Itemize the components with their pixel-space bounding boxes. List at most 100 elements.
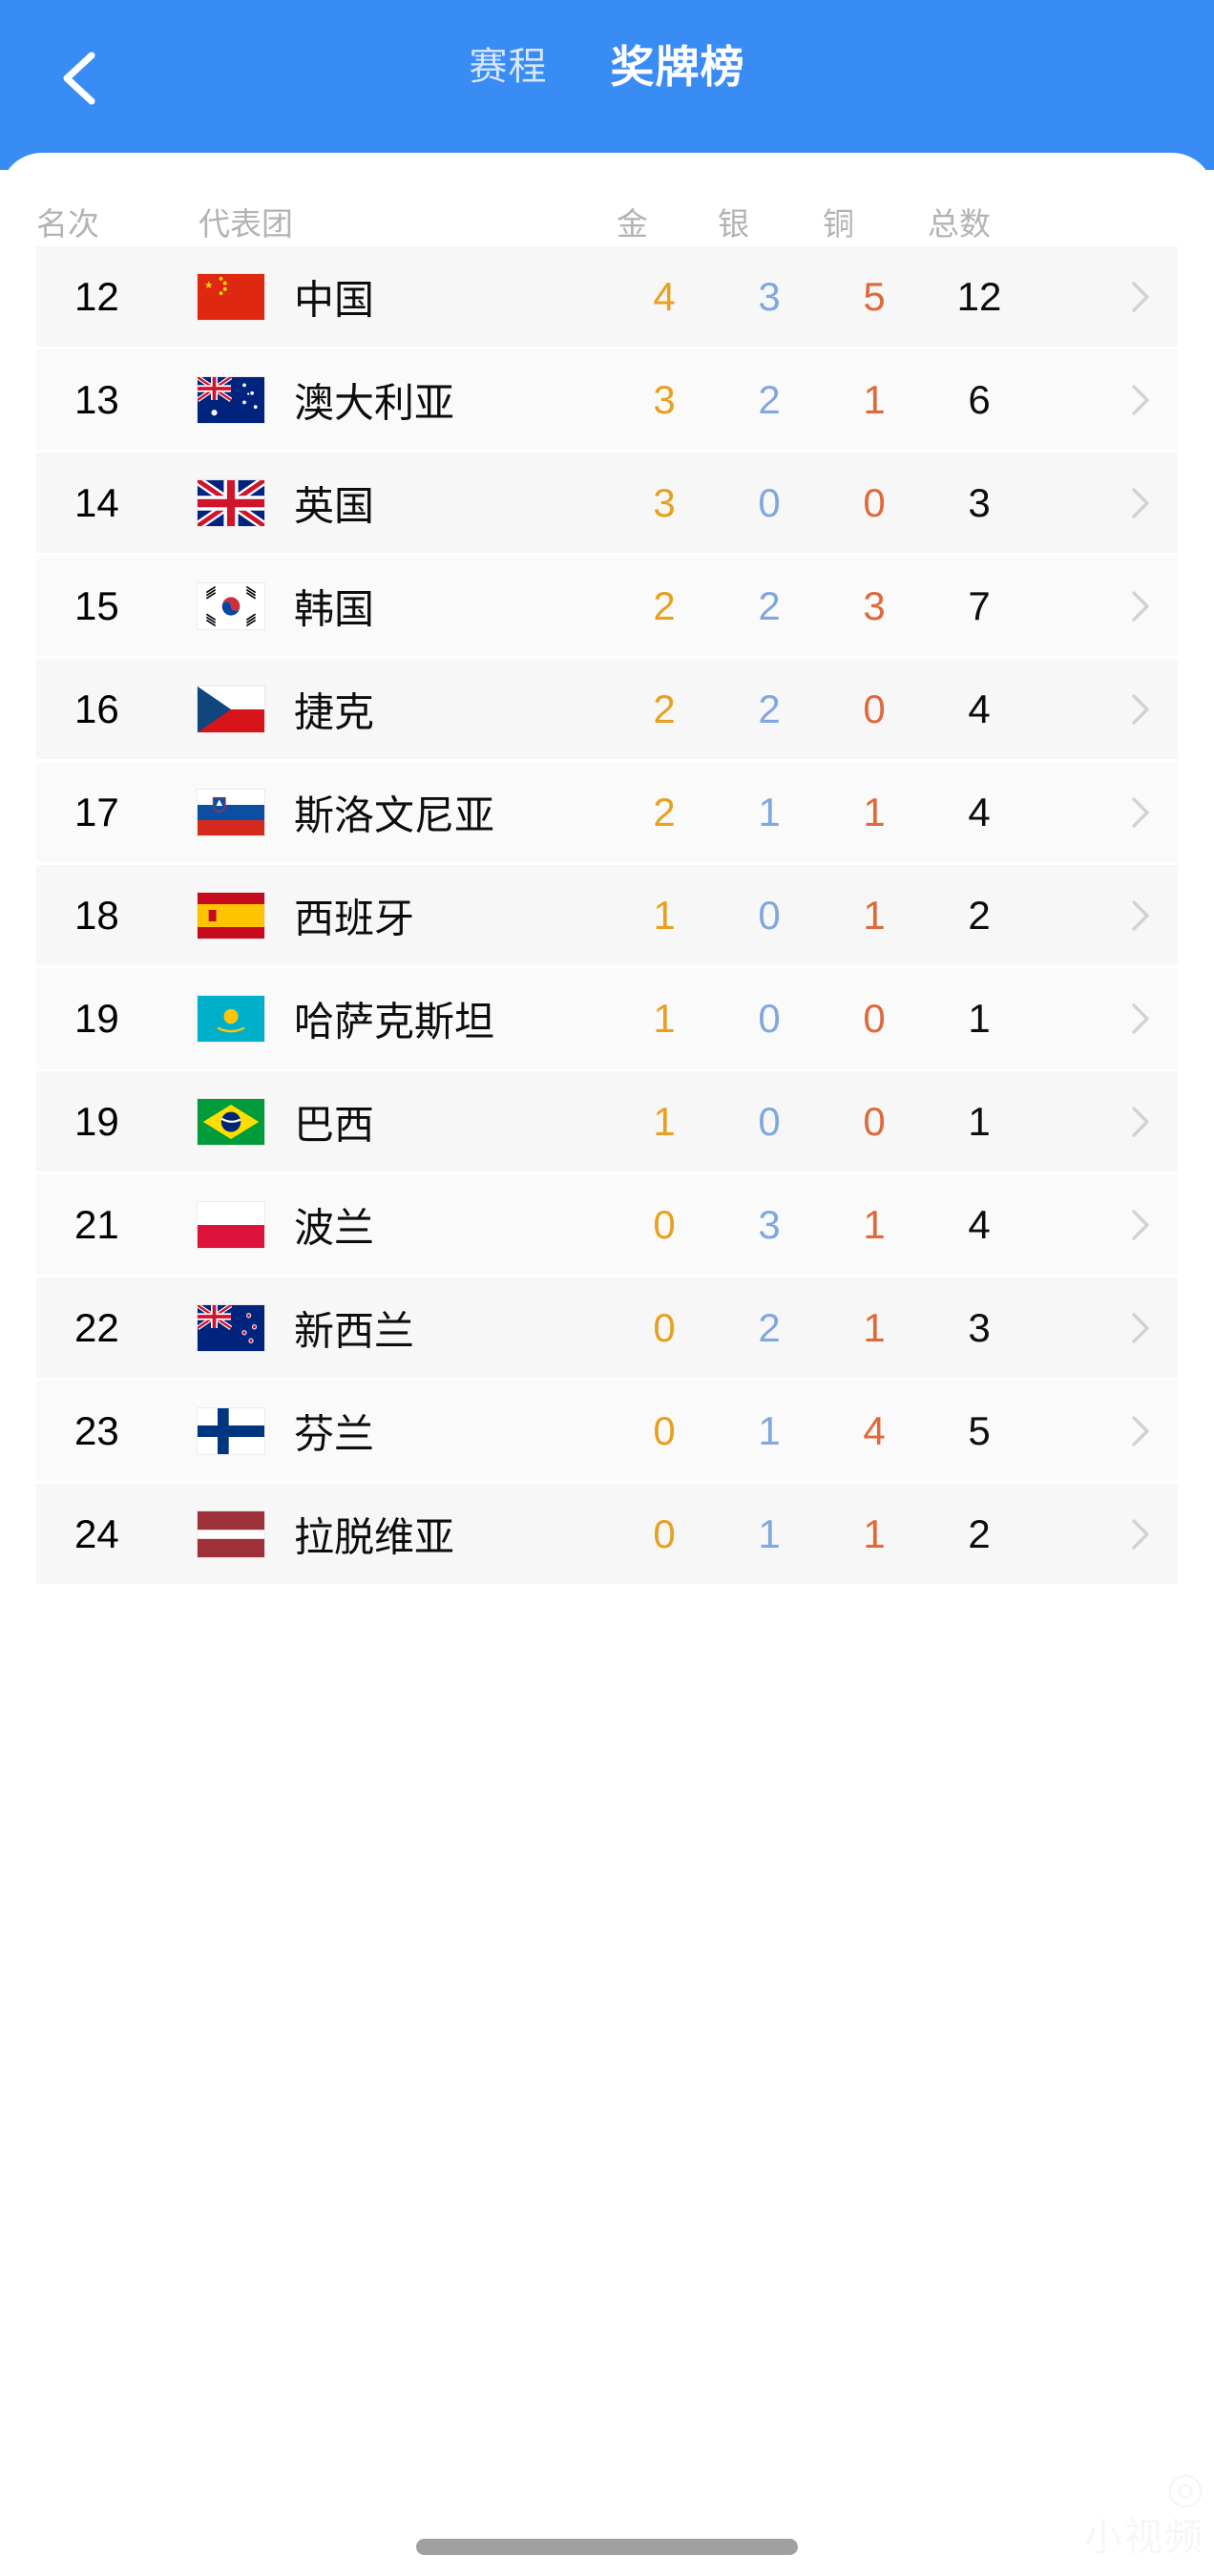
row-bronze-count: 5 bbox=[863, 273, 886, 319]
row-gold-count: 0 bbox=[653, 1407, 676, 1453]
row-rank: 18 bbox=[74, 892, 119, 938]
row-gold-count: 0 bbox=[653, 1510, 676, 1556]
chevron-right-icon[interactable] bbox=[1124, 1101, 1157, 1143]
row-team-name: 芬兰 bbox=[294, 1411, 375, 1456]
row-total-count: 4 bbox=[968, 686, 991, 731]
chevron-right-icon[interactable] bbox=[1124, 1307, 1157, 1349]
row-silver-count: 3 bbox=[758, 273, 781, 319]
chevron-right-icon[interactable] bbox=[1124, 482, 1157, 524]
row-total-count: 1 bbox=[968, 1098, 991, 1144]
flag-newzealand-icon bbox=[197, 1303, 265, 1352]
flag-uk-icon bbox=[197, 478, 265, 527]
table-row[interactable]: 21 波兰 0 3 1 4 bbox=[36, 1174, 1178, 1275]
column-header-total: 总数 bbox=[928, 206, 991, 242]
table-column-header: 名次 代表团 金 银 铜 总数 bbox=[0, 153, 1214, 246]
row-rank: 17 bbox=[74, 789, 119, 834]
back-button[interactable] bbox=[42, 40, 118, 116]
header-tabs: 赛程 奖牌榜 bbox=[0, 0, 1214, 134]
row-rank: 19 bbox=[74, 995, 119, 1041]
table-row[interactable]: 12 中国 4 3 5 12 bbox=[36, 246, 1178, 347]
row-total-count: 12 bbox=[956, 273, 1002, 319]
row-team-name: 澳大利亚 bbox=[294, 380, 455, 425]
chevron-right-icon[interactable] bbox=[1124, 998, 1157, 1040]
row-gold-count: 1 bbox=[653, 1098, 676, 1144]
row-team-name: 巴西 bbox=[294, 1102, 375, 1147]
column-header-team: 代表团 bbox=[199, 206, 293, 242]
table-row[interactable]: 23 芬兰 0 1 4 5 bbox=[36, 1381, 1178, 1481]
table-row[interactable]: 19 巴西 1 0 0 1 bbox=[36, 1071, 1178, 1172]
row-bronze-count: 0 bbox=[863, 479, 886, 525]
row-total-count: 4 bbox=[968, 1201, 991, 1247]
row-total-count: 2 bbox=[968, 892, 991, 938]
row-team-name: 拉脱维亚 bbox=[294, 1514, 455, 1559]
chevron-right-icon[interactable] bbox=[1124, 379, 1157, 421]
flag-kazakhstan-icon bbox=[197, 994, 265, 1043]
flag-finland-icon bbox=[197, 1406, 265, 1455]
table-row[interactable]: 24 拉脱维亚 0 1 1 2 bbox=[36, 1484, 1178, 1584]
watermark-logo-icon: ◎ bbox=[1166, 2465, 1204, 2509]
table-row[interactable]: 15 韩国 2 2 3 7 bbox=[36, 556, 1178, 656]
chevron-right-icon[interactable] bbox=[1124, 688, 1157, 730]
row-total-count: 3 bbox=[968, 1304, 991, 1350]
medal-table-card: 名次 代表团 金 银 铜 总数 12 中国 4 3 5 12 13 bbox=[0, 153, 1214, 2576]
row-rank: 16 bbox=[74, 686, 119, 731]
row-silver-count: 2 bbox=[758, 686, 781, 731]
chevron-right-icon[interactable] bbox=[1124, 895, 1157, 937]
tab-schedule[interactable]: 赛程 bbox=[469, 46, 548, 88]
row-silver-count: 2 bbox=[758, 376, 781, 422]
row-silver-count: 0 bbox=[758, 479, 781, 525]
row-bronze-count: 3 bbox=[863, 582, 886, 628]
tab-medal-table[interactable]: 奖牌榜 bbox=[610, 42, 745, 92]
app-header: 赛程 奖牌榜 bbox=[0, 0, 1214, 170]
chevron-right-icon[interactable] bbox=[1124, 1204, 1157, 1246]
flag-australia-icon bbox=[197, 375, 265, 424]
row-total-count: 3 bbox=[968, 479, 991, 525]
table-row[interactable]: 14 英国 3 0 0 3 bbox=[36, 453, 1178, 553]
row-team-name: 新西兰 bbox=[294, 1308, 415, 1353]
row-gold-count: 4 bbox=[653, 273, 676, 319]
row-silver-count: 0 bbox=[758, 892, 781, 938]
row-gold-count: 2 bbox=[653, 686, 676, 731]
table-row[interactable]: 22 新西兰 0 2 1 3 bbox=[36, 1277, 1178, 1378]
row-team-name: 西班牙 bbox=[294, 896, 415, 940]
row-rank: 23 bbox=[74, 1407, 119, 1453]
flag-czech-icon bbox=[197, 685, 265, 733]
row-gold-count: 3 bbox=[653, 376, 676, 422]
row-total-count: 6 bbox=[968, 376, 991, 422]
table-row[interactable]: 17 斯洛文尼亚 2 1 1 4 bbox=[36, 762, 1178, 862]
chevron-right-icon[interactable] bbox=[1124, 585, 1157, 627]
table-row[interactable]: 19 哈萨克斯坦 1 0 0 1 bbox=[36, 968, 1178, 1068]
row-total-count: 5 bbox=[968, 1407, 991, 1453]
chevron-right-icon[interactable] bbox=[1124, 792, 1157, 834]
flag-latvia-icon bbox=[197, 1510, 265, 1558]
chevron-right-icon[interactable] bbox=[1124, 1513, 1157, 1555]
table-row[interactable]: 16 捷克 2 2 0 4 bbox=[36, 659, 1178, 759]
row-rank: 15 bbox=[74, 582, 119, 628]
row-bronze-count: 1 bbox=[863, 892, 886, 938]
home-indicator[interactable] bbox=[416, 2539, 798, 2555]
flag-korea-icon bbox=[197, 581, 265, 630]
flag-poland-icon bbox=[197, 1200, 265, 1249]
row-bronze-count: 1 bbox=[863, 376, 886, 422]
chevron-right-icon[interactable] bbox=[1124, 1410, 1157, 1452]
table-row[interactable]: 18 西班牙 1 0 1 2 bbox=[36, 865, 1178, 965]
row-bronze-count: 4 bbox=[863, 1407, 886, 1453]
table-row[interactable]: 13 澳大利亚 3 2 1 6 bbox=[36, 349, 1178, 450]
row-total-count: 4 bbox=[968, 789, 991, 834]
row-rank: 24 bbox=[74, 1510, 119, 1556]
row-total-count: 2 bbox=[968, 1510, 991, 1556]
watermark: ◎ 小视频 bbox=[947, 2425, 1204, 2559]
row-team-name: 哈萨克斯坦 bbox=[294, 999, 495, 1044]
row-rank: 14 bbox=[74, 479, 119, 525]
row-silver-count: 1 bbox=[758, 1510, 781, 1556]
row-total-count: 7 bbox=[968, 582, 991, 628]
watermark-text: 小视频 bbox=[1084, 2517, 1204, 2559]
row-silver-count: 0 bbox=[758, 995, 781, 1041]
row-gold-count: 0 bbox=[653, 1304, 676, 1350]
row-gold-count: 1 bbox=[653, 892, 676, 938]
chevron-left-icon bbox=[42, 40, 118, 116]
flag-spain-icon bbox=[197, 891, 265, 940]
row-bronze-count: 0 bbox=[863, 686, 886, 731]
row-bronze-count: 1 bbox=[863, 789, 886, 834]
chevron-right-icon[interactable] bbox=[1124, 276, 1157, 318]
